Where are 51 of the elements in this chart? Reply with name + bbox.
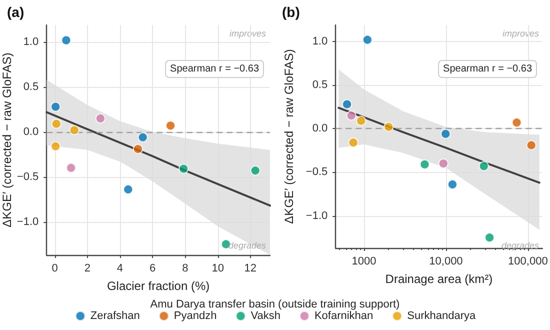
y-axis-title: ΔKGE′ (corrected − raw GloFAS) <box>282 49 296 224</box>
chart-title: (a) <box>7 4 24 20</box>
point <box>123 184 134 194</box>
legend-label: Kofarnikhan <box>314 310 374 322</box>
x-axis-title: Drainage area (km²) <box>385 272 493 286</box>
legend-label: Zerafshan <box>90 310 140 322</box>
annotation: improves <box>502 28 540 38</box>
x-tick-label: 6 <box>150 262 156 274</box>
y-tick-label: 1.0 <box>23 36 39 48</box>
legend-label: Vaksh <box>250 310 280 322</box>
y-tick-label: 0.0 <box>23 126 39 138</box>
x-tick-label: 2 <box>84 262 90 274</box>
x-tick-label: 1000 <box>352 256 376 268</box>
point <box>69 125 80 136</box>
point <box>61 35 72 46</box>
point <box>95 113 106 124</box>
y-axis-title: ΔKGE′ (corrected − raw GloFAS) <box>0 52 14 228</box>
annotation: Spearman r = −0.63 <box>443 64 532 74</box>
x-tick-label: 10,000 <box>429 256 463 268</box>
point <box>178 164 189 174</box>
annotation: degrades <box>228 240 266 250</box>
annotation: improves <box>229 28 266 38</box>
legend-label: Pyandzh <box>174 310 217 322</box>
point <box>132 144 143 154</box>
y-tick-label: 0.0 <box>312 122 328 135</box>
chart-title: (b) <box>282 4 300 20</box>
x-tick-label: 4 <box>116 262 124 274</box>
y-tick-label: −0.5 <box>306 166 328 178</box>
point <box>66 162 76 173</box>
y-tick-label: 0.5 <box>23 80 39 93</box>
point <box>50 141 61 152</box>
point <box>50 102 61 112</box>
y-tick-label: 1.0 <box>312 36 328 48</box>
x-tick-label: 10 <box>212 262 224 274</box>
y-tick-label: −1.0 <box>16 216 39 228</box>
x-tick-label: 12 <box>244 262 257 274</box>
y-tick-label: −1.0 <box>306 210 328 222</box>
annotation: degrades <box>501 240 540 250</box>
point <box>51 118 62 129</box>
x-tick-label: 0 <box>52 262 58 274</box>
legend-title: Amu Darya transfer basin (outside training support) <box>150 298 400 310</box>
y-tick-label: 0.5 <box>312 79 328 92</box>
point <box>138 132 148 142</box>
x-axis-title: Glacier fraction (%) <box>106 279 210 293</box>
legend-label: Surkhandarya <box>407 310 477 322</box>
x-tick-label: 100,000 <box>508 256 548 268</box>
annotation: Spearman r = −0.63 <box>170 64 260 74</box>
point <box>250 166 260 176</box>
x-tick-label: 8 <box>182 262 188 274</box>
y-tick-label: −0.5 <box>16 170 39 183</box>
point <box>166 120 176 131</box>
